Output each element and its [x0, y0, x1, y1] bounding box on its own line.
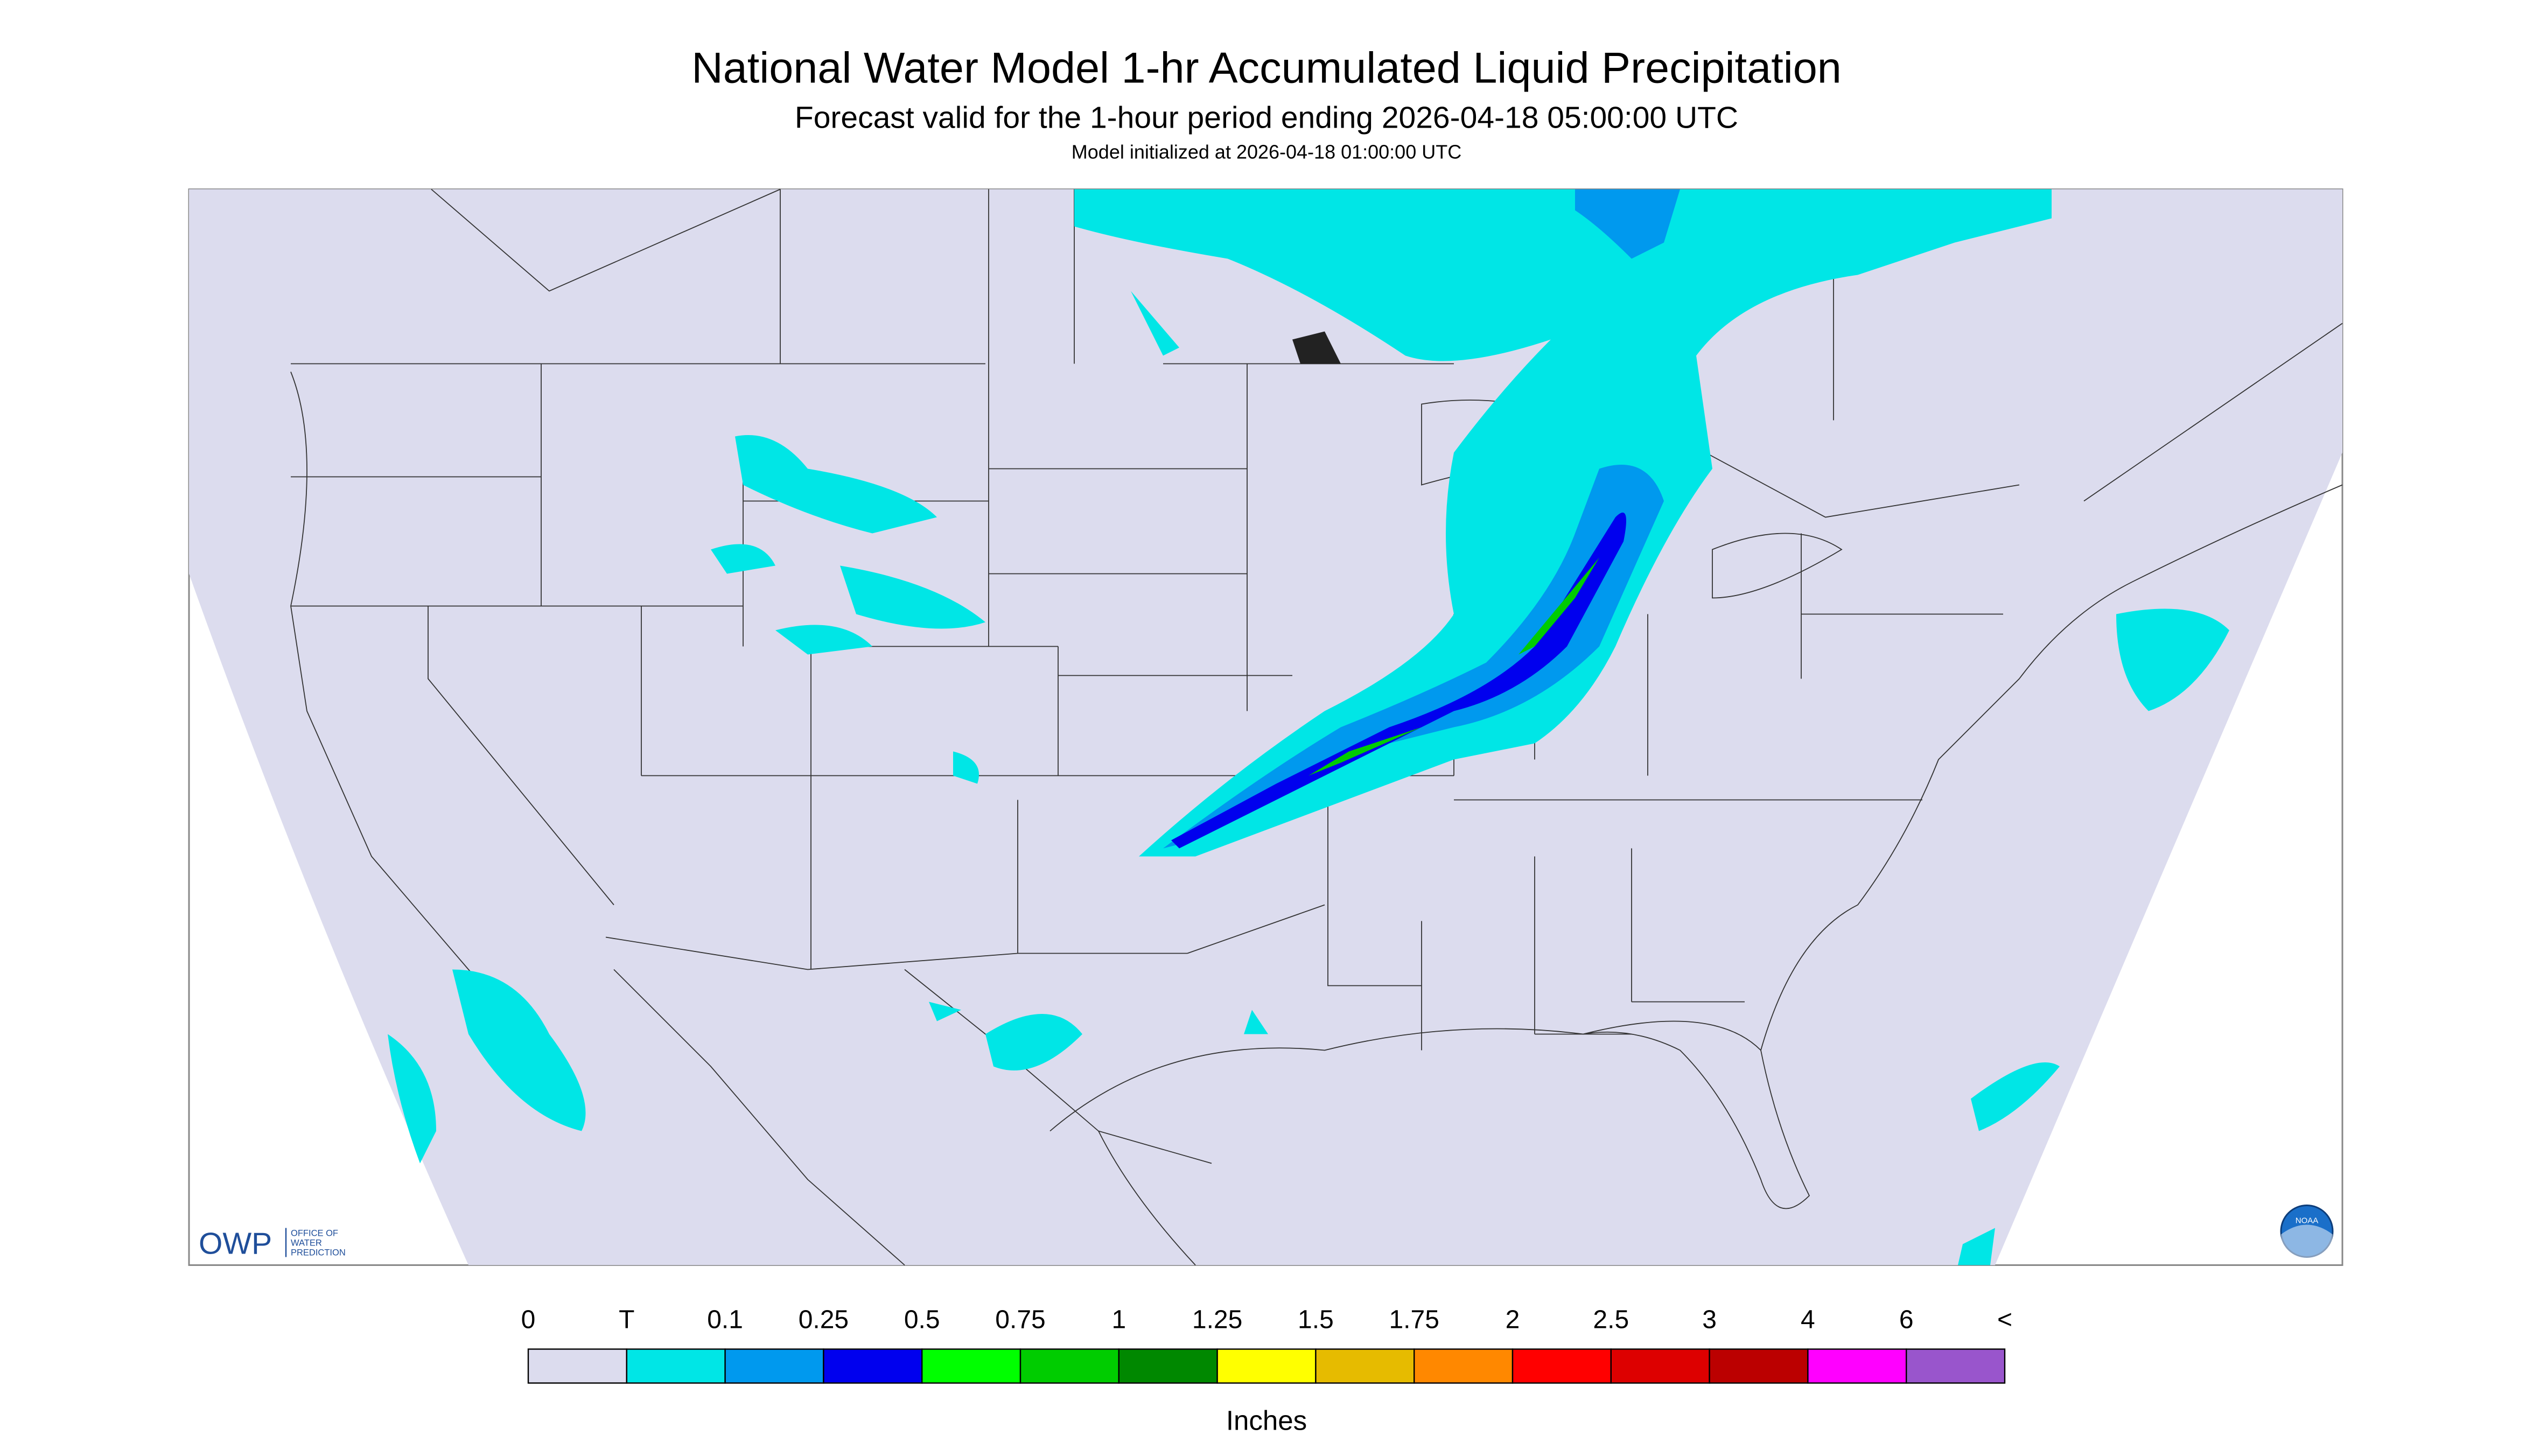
legend: 0 T 0.1 0.25 0.5 0.75 1 1.25 1.5 1.75 2 2.5 3 4 6 < — [521, 1306, 2012, 1384]
legend-label: 0.1 — [707, 1306, 743, 1334]
owp-text: WATER — [291, 1238, 322, 1248]
owp-text: PREDICTION — [291, 1248, 346, 1258]
init-note: Model initialized at 2026-04-18 01:00:00… — [1072, 141, 1461, 163]
legend-label: 3 — [1702, 1306, 1717, 1334]
legend-label: 1 — [1111, 1306, 1126, 1334]
legend-swatch — [921, 1348, 1021, 1384]
legend-swatch — [1807, 1348, 1907, 1384]
legend-swatch — [1216, 1348, 1317, 1384]
legend-swatch — [1512, 1348, 1612, 1384]
legend-label: 1.25 — [1192, 1306, 1242, 1334]
legend-label: 6 — [1899, 1306, 1914, 1334]
legend-label: 0 — [521, 1306, 536, 1334]
precipitation — [388, 189, 2229, 1265]
map — [188, 188, 2343, 1266]
noaa-text: NOAA — [2296, 1216, 2319, 1226]
legend-swatch — [1019, 1348, 1120, 1384]
legend-label: < — [1997, 1306, 2012, 1334]
legend-label: 1.5 — [1298, 1306, 1334, 1334]
legend-swatch — [1709, 1348, 1809, 1384]
legend-swatch — [527, 1348, 628, 1384]
owp-mark: OWP — [199, 1227, 272, 1261]
subtitle: Forecast valid for the 1-hour period end… — [795, 101, 1738, 135]
owp-logo: OWP OFFICE OF WATER PREDICTION — [199, 1227, 346, 1261]
legend-swatch — [823, 1348, 923, 1384]
legend-label: 0.5 — [904, 1306, 940, 1334]
legend-swatch — [724, 1348, 824, 1384]
legend-label: 2.5 — [1593, 1306, 1629, 1334]
legend-swatch — [1414, 1348, 1514, 1384]
noaa-logo: NOAA — [2280, 1205, 2334, 1261]
domain — [189, 189, 2342, 1265]
legend-label: 0.25 — [799, 1306, 849, 1334]
legend-label: 0.75 — [995, 1306, 1045, 1334]
legend-swatch — [626, 1348, 726, 1384]
title: National Water Model 1-hr Accumulated Li… — [691, 44, 1842, 93]
legend-label: 4 — [1801, 1306, 1815, 1334]
legend-label: 2 — [1506, 1306, 1520, 1334]
legend-label: 1.75 — [1389, 1306, 1439, 1334]
owp-text: OFFICE OF — [291, 1229, 338, 1238]
legend-units: Inches — [1226, 1405, 1307, 1436]
legend-swatch — [1118, 1348, 1218, 1384]
legend-label: T — [619, 1306, 634, 1334]
legend-swatch — [1610, 1348, 1710, 1384]
legend-swatch — [1905, 1348, 2006, 1384]
legend-swatch — [1315, 1348, 1415, 1384]
